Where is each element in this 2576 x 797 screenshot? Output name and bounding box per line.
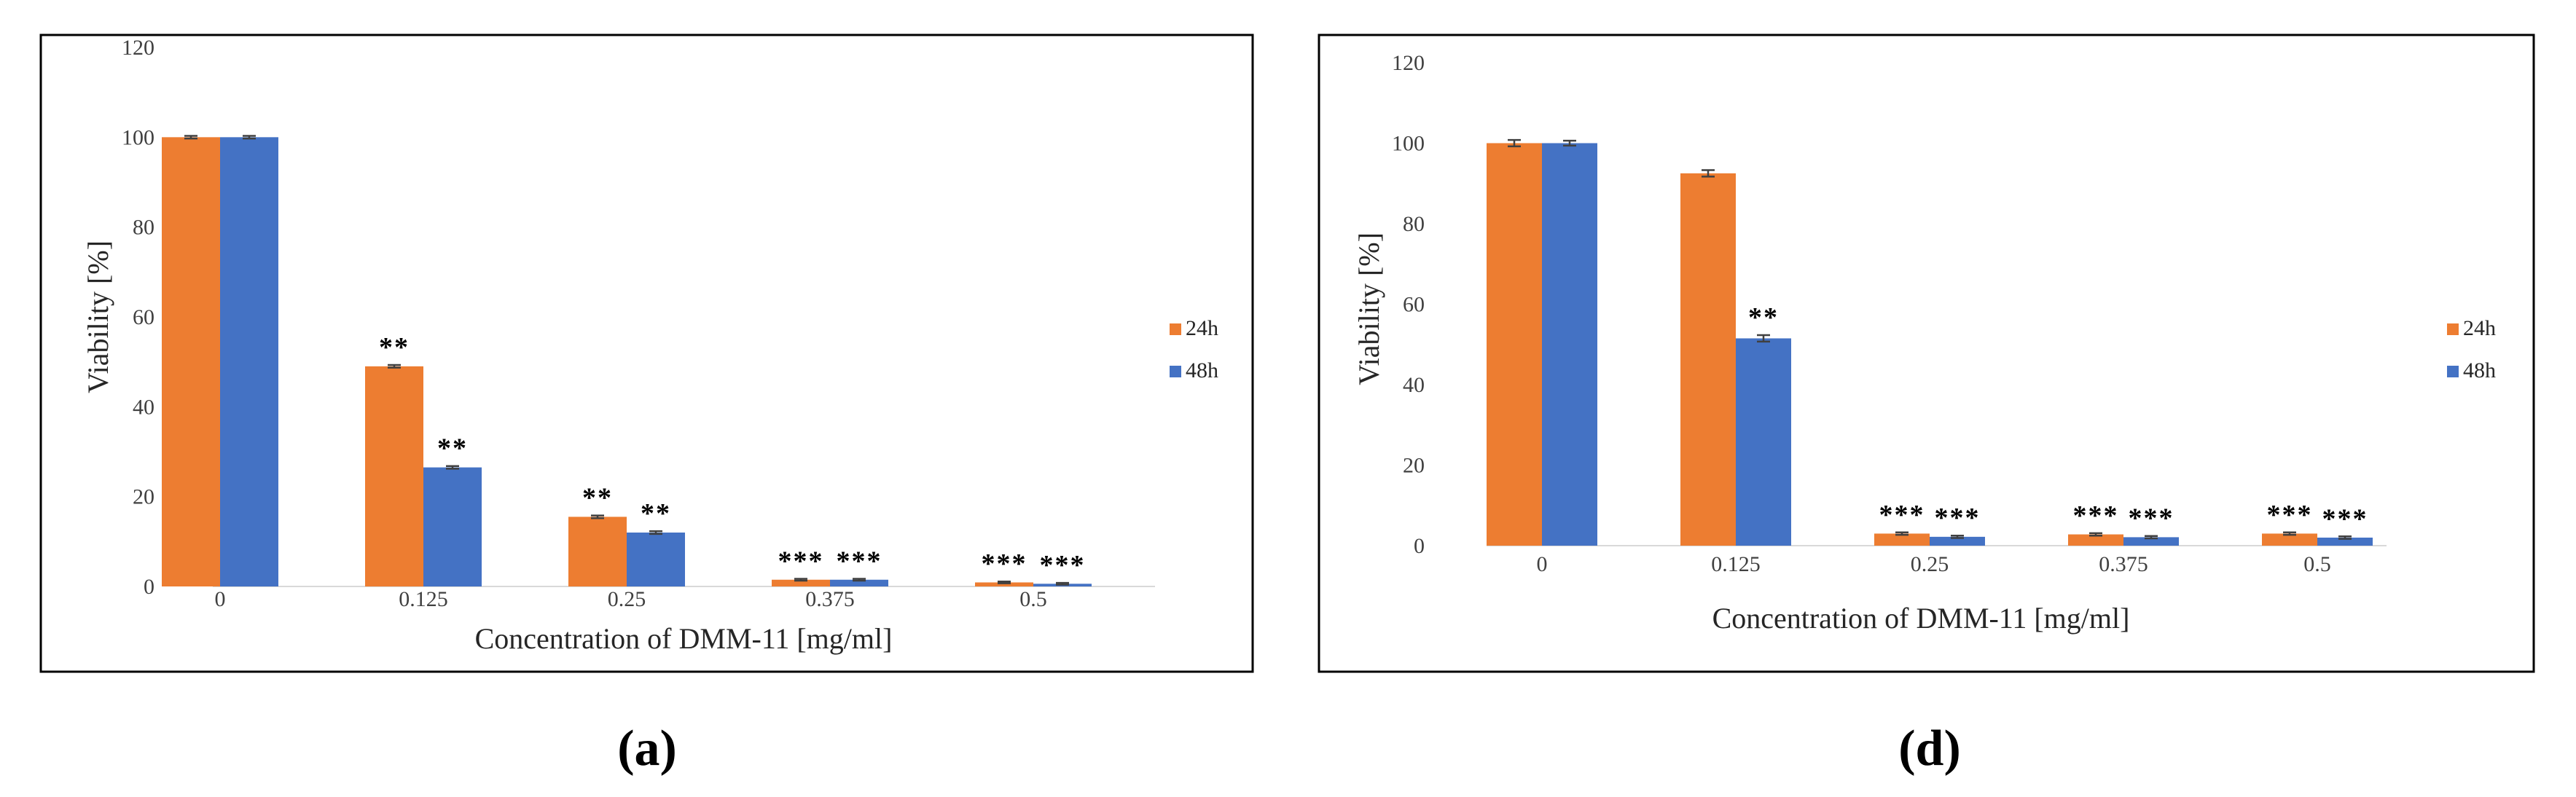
panel-a-legend-label-48h: 48h [1186, 358, 1218, 382]
panel-d-significance-mark: *** [2322, 503, 2368, 534]
panel-d-x-tick-label: 0.25 [1911, 552, 1949, 576]
panel-d-bar-24h-0 [1487, 143, 1542, 546]
panel-d-plot-area: 0 20 40 60 80 100 120 0 ** 0.125 *** *** 0.25 *** *** 0… [1392, 51, 2387, 576]
panel-d-bar-24h-0.375 [2068, 534, 2123, 546]
panel-d-y-tick-label: 20 [1403, 454, 1425, 478]
panel-a-significance-mark: ** [437, 433, 468, 464]
panel-d-x-axis-title: Concentration of DMM-11 [mg/ml] [1712, 602, 2130, 635]
panel-a-significance-mark: *** [1040, 550, 1086, 581]
panel-d-y-tick-label: 40 [1403, 373, 1425, 397]
panel-a-significance-mark: ** [582, 483, 613, 514]
panel-a-x-tick-label: 0.5 [1019, 587, 1047, 611]
panel-d-y-tick-label: 60 [1403, 293, 1425, 317]
panel-d-legend-label-48h: 48h [2463, 358, 2496, 382]
panel-a-bar-24h-0.25 [568, 517, 627, 586]
panel-d-bar-48h-0.375 [2123, 537, 2179, 546]
panel-a-y-axis-title: Viability [%] [82, 240, 114, 393]
panel-d-bar-24h-0.125 [1680, 173, 1736, 546]
panel-d-significance-mark: *** [1935, 503, 1981, 533]
panel-a-significance-mark: ** [379, 332, 410, 363]
panel-d-bar-48h-0.5 [2317, 537, 2373, 546]
panel-a-x-tick-label: 0.125 [399, 587, 448, 611]
panel-a-bar-24h-0.375 [772, 579, 830, 586]
panel-d-y-tick-label: 80 [1403, 212, 1425, 236]
panel-a-y-tick-label: 80 [133, 216, 154, 240]
panel-d-x-tick-label: 0.375 [2099, 552, 2148, 576]
panel-a-bar-48h-0.375 [830, 579, 888, 586]
panel-a-x-tick-label: 0.375 [805, 587, 855, 611]
chart-panel-d: 0 20 40 60 80 100 120 0 ** 0.125 *** *** 0.25 *** *** 0… [1318, 34, 2535, 777]
panel-a-plot-area: 0 20 40 60 80 100 120 0 ** ** 0.125 ** ** 0.25 *** *** 0… [122, 36, 1155, 611]
panel-a-label: (a) [617, 721, 677, 777]
panel-a-bar-24h-0 [162, 137, 220, 587]
panel-d-label: (d) [1898, 721, 1961, 777]
panel-a-bar-48h-0.25 [627, 533, 685, 586]
panel-a-significance-mark: *** [778, 546, 824, 577]
panel-a-x-tick-label: 0 [215, 587, 226, 611]
panel-d-x-tick-label: 0 [1537, 552, 1548, 576]
panel-d-x-tick-label: 0.125 [1711, 552, 1761, 576]
panel-d-significance-mark: ** [1748, 302, 1779, 333]
panel-d-bar-48h-0.125 [1736, 338, 1791, 546]
panel-a-x-axis-title: Concentration of DMM-11 [mg/ml] [475, 622, 893, 655]
panel-a-significance-mark: *** [982, 549, 1027, 579]
panel-d-significance-mark: *** [2073, 500, 2119, 531]
panel-d-bar-24h-0.25 [1874, 533, 1930, 546]
panel-a-legend-swatch-48h [1170, 366, 1181, 377]
panel-d-y-axis-title: Viability [%] [1352, 232, 1385, 385]
chart-panel-a: 0 20 40 60 80 100 120 0 ** ** 0.125 ** ** 0.25 *** *** 0… [39, 34, 1254, 777]
panel-d-legend-swatch-24h [2447, 323, 2459, 335]
panel-a-y-tick-label: 120 [122, 36, 154, 60]
panel-a-bar-24h-0.125 [365, 366, 423, 586]
panel-a-y-tick-label: 60 [133, 305, 154, 329]
panel-d-x-tick-label: 0.5 [2303, 552, 2331, 576]
panel-a-bar-24h-0.5 [975, 582, 1033, 586]
panel-a-bar-48h-0 [220, 137, 278, 587]
panel-d-bar-48h-0.25 [1930, 536, 1985, 546]
panel-d-significance-mark: *** [2129, 503, 2174, 534]
panel-a-legend-swatch-24h [1170, 323, 1181, 335]
panel-d-significance-mark: *** [2267, 500, 2313, 530]
panel-d-bar-24h-0.5 [2262, 533, 2317, 546]
panel-d-y-tick-label: 0 [1414, 534, 1425, 558]
panel-a-y-tick-label: 20 [133, 485, 154, 509]
panel-d-legend-swatch-48h [2447, 366, 2459, 377]
panel-d-legend-label-24h: 24h [2463, 316, 2496, 340]
panel-d-significance-mark: *** [1879, 500, 1925, 530]
panel-a-bar-48h-0.125 [423, 467, 482, 586]
panel-d-y-tick-label: 120 [1392, 51, 1425, 75]
panel-a-significance-mark: ** [641, 498, 671, 529]
panel-a-significance-mark: *** [837, 546, 882, 577]
panel-d-bar-48h-0 [1542, 143, 1597, 546]
panel-d-legend[interactable]: 24h 48h [2447, 316, 2496, 382]
panel-a-y-tick-label: 40 [133, 395, 154, 419]
panel-a-legend-label-24h: 24h [1186, 316, 1218, 340]
panel-a-x-tick-label: 0.25 [608, 587, 646, 611]
panel-a-y-tick-label: 100 [122, 125, 154, 149]
panel-a-y-tick-label: 0 [144, 575, 154, 599]
panel-a-legend[interactable]: 24h 48h [1170, 316, 1218, 382]
panel-d-y-tick-label: 100 [1392, 132, 1425, 156]
